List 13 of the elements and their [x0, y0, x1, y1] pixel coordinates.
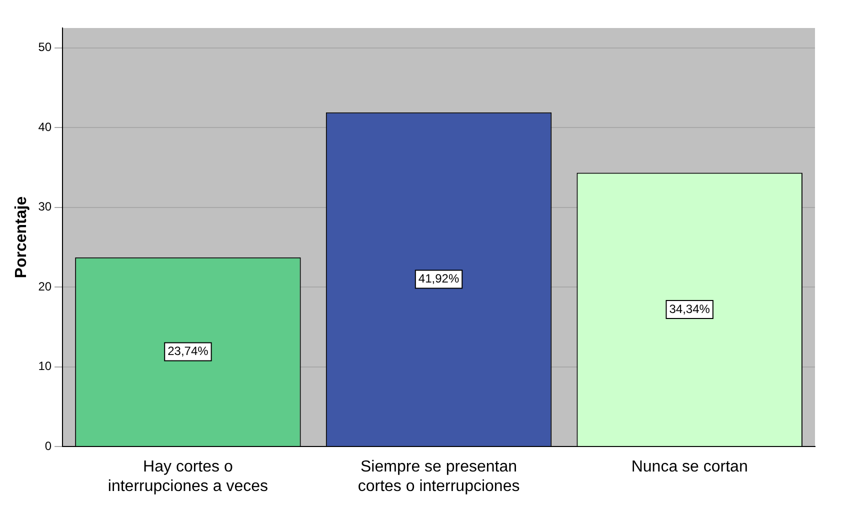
- x-tick-label: Nunca se cortan: [631, 458, 748, 476]
- data-label: 23,74%: [168, 344, 209, 358]
- x-tick-label: Hay cortes o interrupciones a veces: [108, 458, 268, 495]
- y-tick-label: 0: [44, 438, 52, 453]
- x-tick-label: Siempre se presentan cortes o interrupciones: [358, 458, 520, 495]
- data-label: 41,92%: [418, 272, 460, 286]
- y-tick-label: 30: [38, 200, 52, 214]
- y-tick-label: 50: [38, 40, 52, 54]
- data-label: 34,34%: [669, 302, 710, 316]
- y-axis-title: Porcentaje: [13, 196, 30, 278]
- y-tick-label: 20: [38, 279, 52, 294]
- y-tick-label: 40: [38, 120, 52, 134]
- y-tick-label: 10: [38, 359, 52, 374]
